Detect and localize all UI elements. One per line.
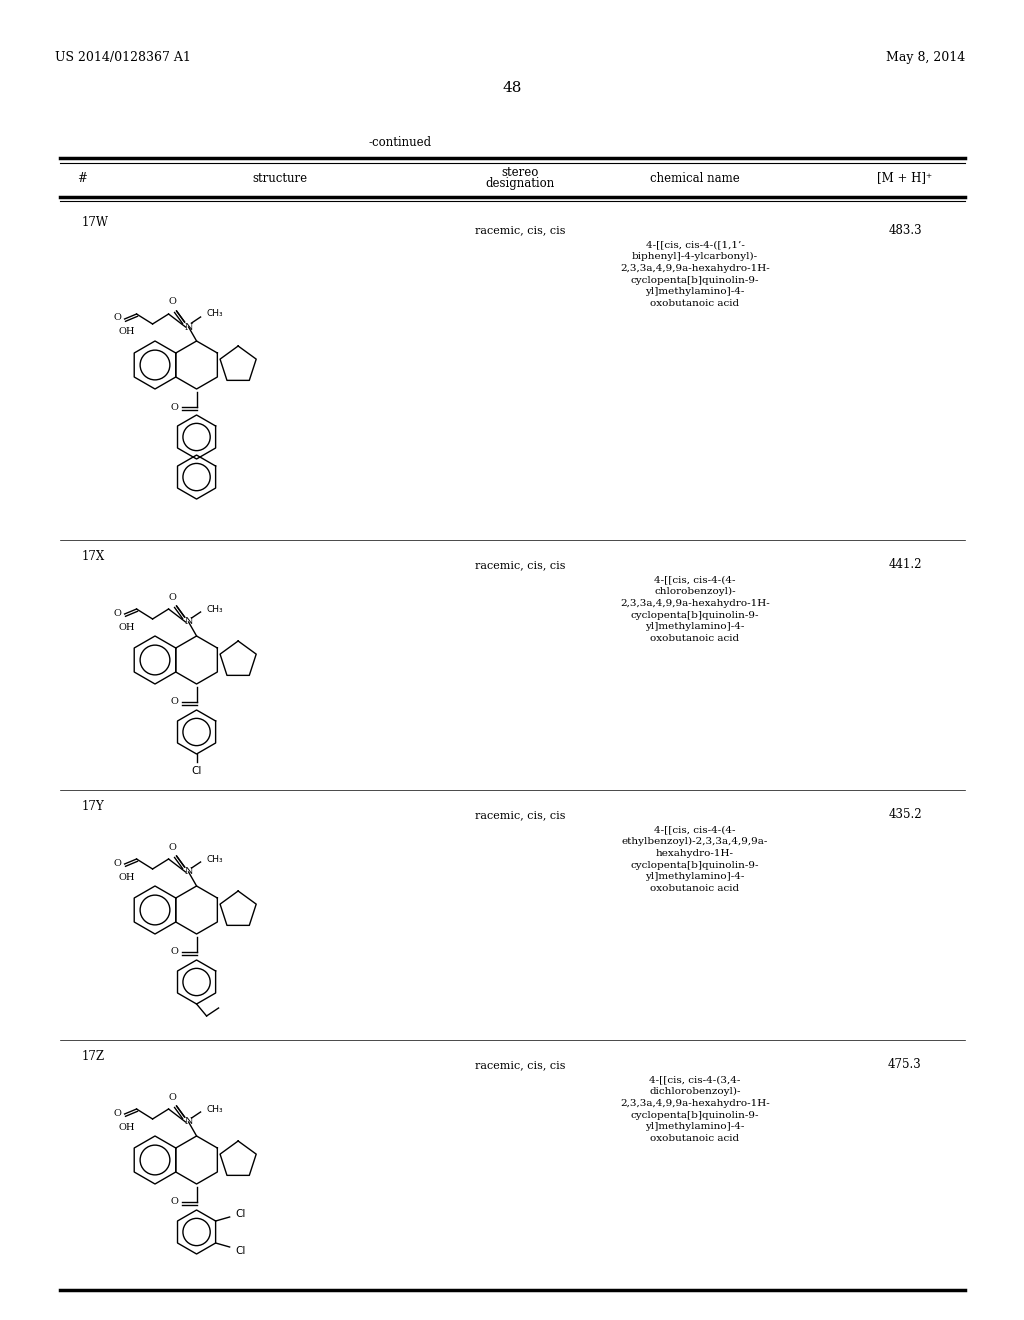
Text: O: O	[114, 314, 122, 322]
Text: N: N	[184, 618, 193, 627]
Text: racemic, cis, cis: racemic, cis, cis	[475, 560, 565, 570]
Text: OH: OH	[119, 327, 135, 337]
Text: 4-[[cis, cis-4-(3,4-
dichlorobenzoyl)-
2,3,3a,4,9,9a-hexahydro-1H-
cyclopenta[b]: 4-[[cis, cis-4-(3,4- dichlorobenzoyl)- 2…	[621, 1074, 770, 1143]
Text: Cl: Cl	[236, 1246, 246, 1257]
Text: OH: OH	[119, 1122, 135, 1131]
Text: O: O	[171, 403, 178, 412]
Text: 17X: 17X	[82, 550, 105, 564]
Text: structure: structure	[253, 172, 307, 185]
Text: racemic, cis, cis: racemic, cis, cis	[475, 1060, 565, 1071]
Text: N: N	[184, 322, 193, 331]
Text: 4-[[cis, cis-4-([1,1’-
biphenyl]-4-ylcarbonyl)-
2,3,3a,4,9,9a-hexahydro-1H-
cycl: 4-[[cis, cis-4-([1,1’- biphenyl]-4-ylcar…	[621, 240, 770, 308]
Text: stereo: stereo	[502, 166, 539, 180]
Text: OH: OH	[119, 873, 135, 882]
Text: 17Z: 17Z	[82, 1051, 105, 1064]
Text: O: O	[114, 1109, 122, 1118]
Text: racemic, cis, cis: racemic, cis, cis	[475, 224, 565, 235]
Text: #: #	[77, 172, 87, 185]
Text: 4-[[cis, cis-4-(4-
chlorobenzoyl)-
2,3,3a,4,9,9a-hexahydro-1H-
cyclopenta[b]quin: 4-[[cis, cis-4-(4- chlorobenzoyl)- 2,3,3…	[621, 576, 770, 643]
Text: 475.3: 475.3	[888, 1059, 922, 1072]
Text: CH₃: CH₃	[207, 309, 223, 318]
Text: 435.2: 435.2	[888, 808, 922, 821]
Text: Cl: Cl	[191, 766, 202, 776]
Text: CH₃: CH₃	[207, 854, 223, 863]
Text: 17W: 17W	[82, 215, 109, 228]
Text: -continued: -continued	[369, 136, 431, 149]
Text: 441.2: 441.2	[888, 558, 922, 572]
Text: O: O	[171, 697, 178, 706]
Text: 483.3: 483.3	[888, 223, 922, 236]
Text: chemical name: chemical name	[650, 172, 740, 185]
Text: racemic, cis, cis: racemic, cis, cis	[475, 810, 565, 820]
Text: O: O	[169, 297, 176, 306]
Text: O: O	[114, 858, 122, 867]
Text: OH: OH	[119, 623, 135, 631]
Text: designation: designation	[485, 177, 555, 190]
Text: N: N	[184, 1118, 193, 1126]
Text: O: O	[169, 593, 176, 602]
Text: CH₃: CH₃	[207, 1105, 223, 1114]
Text: CH₃: CH₃	[207, 605, 223, 614]
Text: US 2014/0128367 A1: US 2014/0128367 A1	[55, 51, 190, 65]
Text: O: O	[171, 948, 178, 957]
Text: N: N	[184, 867, 193, 876]
Text: O: O	[171, 1197, 178, 1206]
Text: May 8, 2014: May 8, 2014	[886, 51, 965, 65]
Text: 17Y: 17Y	[82, 800, 104, 813]
Text: 48: 48	[503, 81, 521, 95]
Text: 4-[[cis, cis-4-(4-
ethylbenzoyl)-2,3,3a,4,9,9a-
hexahydro-1H-
cyclopenta[b]quino: 4-[[cis, cis-4-(4- ethylbenzoyl)-2,3,3a,…	[622, 825, 768, 894]
Text: O: O	[114, 609, 122, 618]
Text: Cl: Cl	[236, 1209, 246, 1218]
Text: [M + H]⁺: [M + H]⁺	[878, 172, 933, 185]
Text: O: O	[169, 1093, 176, 1101]
Text: O: O	[169, 842, 176, 851]
